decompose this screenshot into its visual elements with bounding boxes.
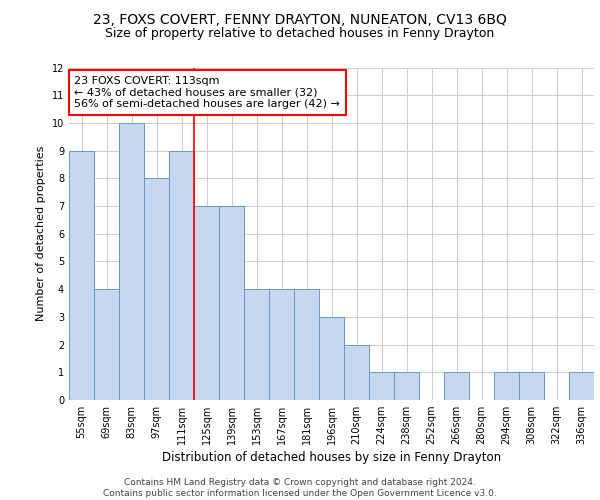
Bar bbox=[394, 372, 419, 400]
Bar bbox=[94, 289, 119, 400]
Bar bbox=[519, 372, 544, 400]
Text: Size of property relative to detached houses in Fenny Drayton: Size of property relative to detached ho… bbox=[106, 28, 494, 40]
Bar bbox=[294, 289, 319, 400]
Bar bbox=[119, 123, 144, 400]
Bar bbox=[494, 372, 519, 400]
Bar bbox=[344, 344, 369, 400]
Text: 23, FOXS COVERT, FENNY DRAYTON, NUNEATON, CV13 6BQ: 23, FOXS COVERT, FENNY DRAYTON, NUNEATON… bbox=[93, 12, 507, 26]
Bar bbox=[69, 150, 94, 400]
Bar bbox=[244, 289, 269, 400]
Bar bbox=[219, 206, 244, 400]
Bar bbox=[319, 317, 344, 400]
Bar bbox=[444, 372, 469, 400]
Text: Contains HM Land Registry data © Crown copyright and database right 2024.
Contai: Contains HM Land Registry data © Crown c… bbox=[103, 478, 497, 498]
Bar bbox=[569, 372, 594, 400]
X-axis label: Distribution of detached houses by size in Fenny Drayton: Distribution of detached houses by size … bbox=[162, 452, 501, 464]
Bar bbox=[369, 372, 394, 400]
Bar bbox=[144, 178, 169, 400]
Y-axis label: Number of detached properties: Number of detached properties bbox=[36, 146, 46, 322]
Bar bbox=[169, 150, 194, 400]
Bar bbox=[269, 289, 294, 400]
Bar bbox=[194, 206, 219, 400]
Text: 23 FOXS COVERT: 113sqm
← 43% of detached houses are smaller (32)
56% of semi-det: 23 FOXS COVERT: 113sqm ← 43% of detached… bbox=[74, 76, 340, 109]
